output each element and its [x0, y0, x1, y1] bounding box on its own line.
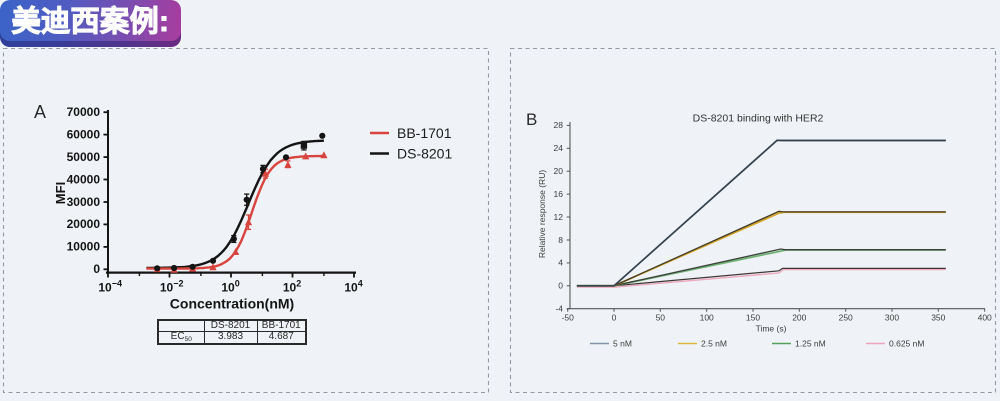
- svg-text:5 nM: 5 nM: [613, 339, 632, 349]
- svg-text:250: 250: [839, 313, 853, 323]
- svg-text:60000: 60000: [67, 127, 101, 141]
- svg-text:10: 10: [344, 281, 358, 295]
- svg-text:−4: −4: [112, 279, 122, 289]
- svg-text:10: 10: [160, 281, 174, 295]
- svg-text:28: 28: [554, 120, 564, 130]
- svg-text:10000: 10000: [67, 240, 101, 254]
- svg-text:−2: −2: [173, 279, 183, 289]
- svg-text:0: 0: [93, 262, 100, 276]
- svg-text:12: 12: [554, 212, 564, 222]
- svg-text:0.625 nM: 0.625 nM: [889, 339, 924, 349]
- svg-text:DS-8201 binding with HER2: DS-8201 binding with HER2: [693, 113, 824, 125]
- svg-text:150: 150: [746, 313, 760, 323]
- svg-text:A: A: [34, 102, 46, 122]
- svg-text:10: 10: [283, 281, 297, 295]
- svg-text:200: 200: [792, 313, 806, 323]
- svg-text:400: 400: [978, 313, 992, 323]
- svg-text:24: 24: [554, 143, 564, 153]
- svg-text:2.5 nM: 2.5 nM: [701, 339, 727, 349]
- svg-text:20000: 20000: [67, 217, 101, 231]
- svg-text:0: 0: [558, 281, 563, 291]
- svg-text:BB-1701: BB-1701: [397, 125, 452, 141]
- svg-text:4: 4: [558, 258, 563, 268]
- svg-text:40000: 40000: [67, 172, 101, 186]
- svg-text:-4: -4: [555, 304, 563, 314]
- svg-text:8: 8: [558, 235, 563, 245]
- svg-text:DS-8201: DS-8201: [397, 146, 452, 162]
- svg-text:MFI: MFI: [53, 182, 68, 204]
- svg-text:70000: 70000: [67, 105, 101, 119]
- svg-text:0: 0: [235, 279, 240, 289]
- svg-text:1.25 nM: 1.25 nM: [795, 339, 826, 349]
- svg-text:-50: -50: [562, 313, 575, 323]
- svg-text:0: 0: [612, 313, 617, 323]
- svg-text:B: B: [526, 110, 537, 129]
- svg-text:Relative response (RU): Relative response (RU): [537, 170, 547, 259]
- svg-text:Concentration(nM): Concentration(nM): [170, 296, 294, 312]
- svg-text:10: 10: [221, 281, 235, 295]
- svg-text:16: 16: [554, 189, 564, 199]
- svg-text:100: 100: [700, 313, 714, 323]
- svg-text:Time (s): Time (s): [756, 324, 787, 334]
- svg-text:20: 20: [554, 166, 564, 176]
- svg-text:4: 4: [358, 279, 363, 289]
- svg-text:30000: 30000: [67, 195, 101, 209]
- svg-text:350: 350: [931, 313, 945, 323]
- svg-text:50000: 50000: [67, 150, 101, 164]
- svg-text:300: 300: [885, 313, 899, 323]
- svg-text:10: 10: [98, 281, 112, 295]
- svg-text:2: 2: [296, 279, 301, 289]
- svg-text:50: 50: [656, 313, 666, 323]
